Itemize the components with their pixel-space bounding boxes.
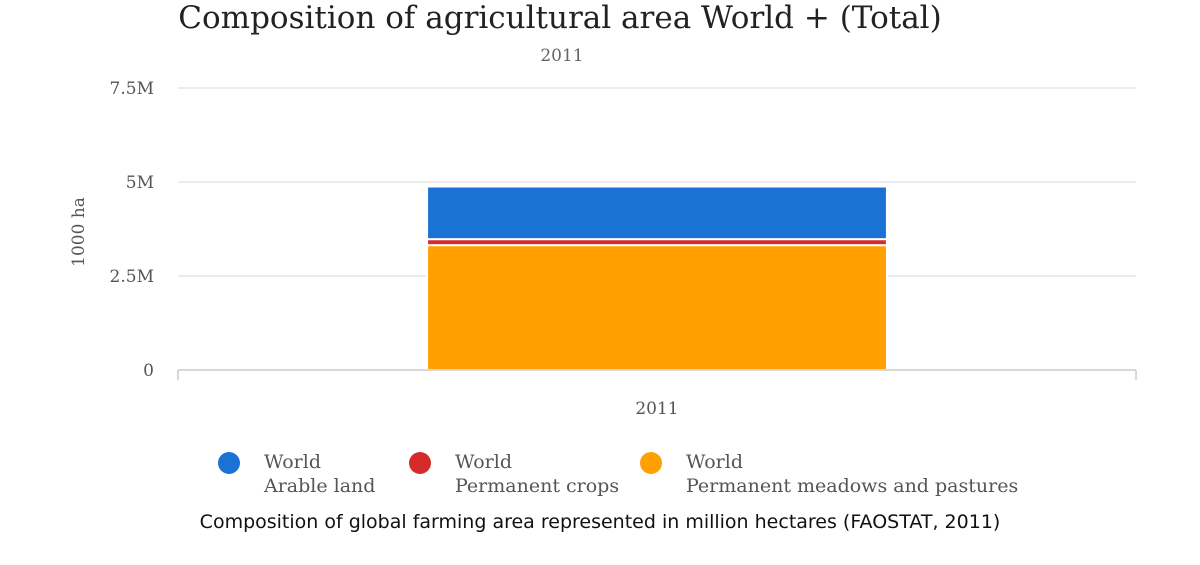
legend-label-line2: Permanent meadows and pastures xyxy=(686,475,1019,497)
legend-label: World Permanent crops xyxy=(455,450,619,498)
legend-swatch xyxy=(409,452,431,474)
y-tick-label: 7.5M xyxy=(110,79,154,99)
y-tick-label: 5M xyxy=(126,173,154,193)
chart-subtitle: 2011 xyxy=(540,46,584,66)
legend-item[interactable]: World Permanent crops xyxy=(409,450,619,498)
bars xyxy=(426,185,888,371)
bar-segment[interactable] xyxy=(426,244,888,371)
x-tick-label: 2011 xyxy=(635,399,678,419)
bar-segment[interactable] xyxy=(426,185,888,241)
legend-label-line2: Arable land xyxy=(264,475,376,497)
legend-swatch xyxy=(218,452,240,474)
legend-label-line1: World xyxy=(264,451,321,473)
figure-caption: Composition of global farming area repre… xyxy=(199,511,1001,533)
y-tick-label: 0 xyxy=(143,361,154,381)
legend: World Arable land World Permanent crops Worl… xyxy=(0,450,1200,500)
y-axis-label: 1000 ha xyxy=(69,197,89,267)
x-axis: 2011 xyxy=(177,369,1137,419)
legend-label: World Arable land xyxy=(264,450,375,498)
chart-title: Composition of agricultural area World +… xyxy=(178,0,942,36)
legend-item[interactable]: World Arable land xyxy=(218,450,375,498)
legend-label-line1: World xyxy=(686,451,743,473)
y-tick-label: 2.5M xyxy=(110,267,154,287)
legend-label-line1: World xyxy=(455,451,512,473)
legend-swatch xyxy=(640,452,662,474)
legend-label-line2: Permanent crops xyxy=(455,475,620,497)
legend-item[interactable]: World Permanent meadows and pastures xyxy=(640,450,1018,498)
chart-area: 0 2.5M 5M 7.5M 2011 1000 ha xyxy=(69,79,1137,419)
legend-label: World Permanent meadows and pastures xyxy=(686,450,1018,498)
y-axis-ticks: 0 2.5M 5M 7.5M xyxy=(110,79,154,381)
